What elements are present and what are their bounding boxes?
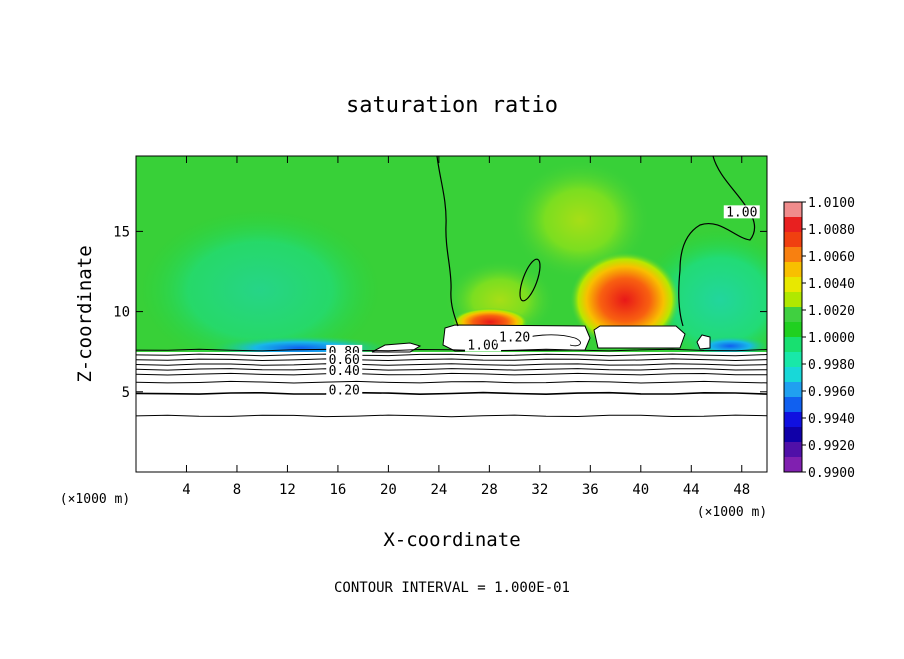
colorbar-tick-label: 0.9980 — [808, 358, 855, 373]
x-axis-unit-left: (×1000 m) — [60, 492, 130, 507]
contour-line — [136, 348, 767, 352]
colorbar-tick-label: 1.0080 — [808, 223, 855, 238]
y-axis-ticks: 5 10 15 — [113, 224, 767, 401]
field-cyan-left — [140, 210, 380, 370]
x-tick-label: 8 — [233, 482, 241, 498]
field-lower-white — [136, 352, 767, 472]
plot-area — [136, 156, 767, 472]
field-red-core — [570, 252, 680, 348]
colorbar-swatch — [784, 352, 802, 368]
colorbar-swatch — [784, 277, 802, 293]
contour-line — [136, 368, 767, 371]
colorbar-swatch — [784, 442, 802, 458]
colorbar-swatch — [784, 202, 802, 218]
x-tick-label: 36 — [582, 482, 599, 498]
contour-label: 0.40 — [329, 364, 360, 379]
contour-label-bg — [326, 383, 363, 397]
plot-frame — [135, 155, 768, 473]
contour-label: 0.20 — [329, 383, 360, 398]
contour-line — [136, 391, 767, 396]
contour-line — [136, 358, 767, 362]
x-tick-label: 44 — [683, 482, 700, 498]
y-tick-label: 15 — [113, 224, 130, 240]
y-axis-title: Z-coordinate — [74, 245, 96, 382]
x-axis-unit-right: (×1000 m) — [697, 505, 767, 520]
colorbar-swatch — [784, 217, 802, 233]
stratification-contours — [136, 348, 767, 418]
x-tick-label: 16 — [329, 482, 346, 498]
x-tick-label: 40 — [632, 482, 649, 498]
contour-label: 1.00 — [726, 205, 757, 220]
x-tick-label: 4 — [182, 482, 190, 498]
colorbar-tick-label: 0.9900 — [808, 466, 855, 481]
x-tick-label: 24 — [430, 482, 447, 498]
x-tick-label: 28 — [481, 482, 498, 498]
colorbar-swatch — [784, 427, 802, 443]
contour-1-00-right — [678, 156, 756, 327]
contour-closed-loop — [519, 258, 541, 302]
contour-label-bg — [465, 338, 502, 352]
x-tick-label: 20 — [380, 482, 397, 498]
colorbar-swatch — [784, 382, 802, 398]
contour-label-bg — [326, 364, 363, 378]
colorbar-swatch — [784, 397, 802, 413]
contour-labels: 0.800.600.400.201.001.201.00 — [326, 205, 760, 398]
contour-label-bg — [496, 330, 533, 344]
colorbar-swatch — [784, 262, 802, 278]
contour-label: 1.20 — [499, 330, 530, 345]
colorbar-tick-label: 0.9920 — [808, 439, 855, 454]
x-axis-title: X-coordinate — [383, 529, 520, 551]
contour-label-bg — [723, 205, 760, 219]
colorbar-tick-label: 0.9960 — [808, 385, 855, 400]
colorbar-swatch — [784, 457, 802, 473]
colorbar-swatch — [784, 322, 802, 338]
contour-line — [136, 363, 767, 366]
colorbar: 1.0100 1.0080 1.0060 1.0040 1.0020 1.0000 0.99… — [783, 196, 855, 481]
colorbar-swatch — [784, 367, 802, 383]
contour-line — [136, 414, 767, 418]
colorbar-tick-label: 1.0100 — [808, 196, 855, 211]
contour-line — [136, 380, 767, 384]
contour-label-bg — [326, 352, 363, 366]
colorbar-tick-label: 1.0000 — [808, 331, 855, 346]
colorbar-swatch — [784, 232, 802, 248]
y-tick-label: 5 — [122, 385, 130, 401]
cloud-right — [593, 325, 686, 349]
colorbar-tick-label: 0.9940 — [808, 412, 855, 427]
contour-1-00-left — [436, 156, 459, 327]
colorbar-swatch — [784, 292, 802, 308]
contour-interval-note: CONTOUR INTERVAL = 1.000E-01 — [334, 580, 570, 596]
field-yellow-upper — [510, 160, 650, 280]
colorbar-tick-label: 1.0060 — [808, 250, 855, 265]
x-axis-ticks: 4 8 12 16 20 24 28 32 36 40 44 48 — [182, 156, 750, 498]
y-tick-label: 10 — [113, 305, 130, 321]
colorbar-tick-label: 1.0040 — [808, 277, 855, 292]
x-tick-label: 32 — [531, 482, 548, 498]
chart-title: saturation ratio — [346, 93, 558, 118]
colorbar-swatch — [784, 337, 802, 353]
cloud-blob-right — [696, 334, 711, 350]
contour-line — [136, 372, 767, 376]
colorbar-swatch — [784, 247, 802, 263]
contour-label: 1.00 — [467, 338, 498, 353]
contour-line — [136, 353, 767, 357]
colorbar-swatch — [784, 307, 802, 323]
x-tick-label: 12 — [279, 482, 296, 498]
x-tick-label: 48 — [733, 482, 750, 498]
colorbar-tick-label: 1.0020 — [808, 304, 855, 319]
colorbar-swatch — [784, 412, 802, 428]
